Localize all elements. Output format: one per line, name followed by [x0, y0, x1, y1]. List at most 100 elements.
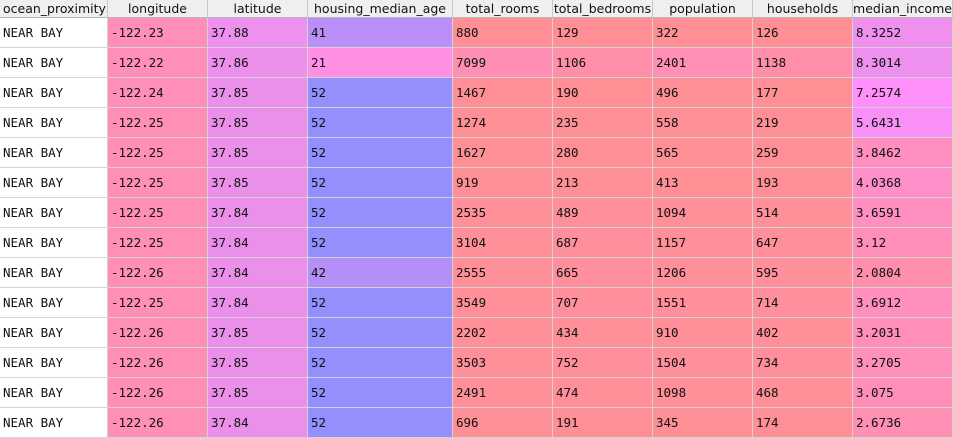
table-cell[interactable]: 514	[753, 198, 853, 228]
table-cell[interactable]: NEAR BAY	[0, 228, 108, 258]
table-cell[interactable]: 595	[753, 258, 853, 288]
table-cell[interactable]: -122.25	[108, 228, 208, 258]
table-cell[interactable]: 3.2705	[853, 348, 953, 378]
table-cell[interactable]: NEAR BAY	[0, 78, 108, 108]
table-cell[interactable]: 2.0804	[853, 258, 953, 288]
table-cell[interactable]: 1627	[453, 138, 553, 168]
table-cell[interactable]: 37.88	[208, 18, 308, 48]
column-header-longitude[interactable]: longitude	[108, 0, 208, 18]
table-cell[interactable]: 734	[753, 348, 853, 378]
table-cell[interactable]: -122.25	[108, 108, 208, 138]
table-cell[interactable]: NEAR BAY	[0, 168, 108, 198]
table-cell[interactable]: 3.6591	[853, 198, 953, 228]
table-cell[interactable]: 280	[553, 138, 653, 168]
table-cell[interactable]: 8.3252	[853, 18, 953, 48]
table-cell[interactable]: 665	[553, 258, 653, 288]
table-cell[interactable]: 37.85	[208, 318, 308, 348]
column-header-population[interactable]: population	[653, 0, 753, 18]
table-cell[interactable]: 345	[653, 408, 753, 438]
table-cell[interactable]: -122.25	[108, 168, 208, 198]
table-cell[interactable]: 752	[553, 348, 653, 378]
table-cell[interactable]: 37.84	[208, 198, 308, 228]
table-cell[interactable]: 37.84	[208, 258, 308, 288]
table-cell[interactable]: 1274	[453, 108, 553, 138]
table-cell[interactable]: 1206	[653, 258, 753, 288]
table-cell[interactable]: 2491	[453, 378, 553, 408]
table-cell[interactable]: 2401	[653, 48, 753, 78]
table-cell[interactable]: 3.6912	[853, 288, 953, 318]
table-cell[interactable]: 259	[753, 138, 853, 168]
table-cell[interactable]: 37.84	[208, 288, 308, 318]
table-cell[interactable]: -122.25	[108, 198, 208, 228]
table-cell[interactable]: NEAR BAY	[0, 348, 108, 378]
table-cell[interactable]: 52	[308, 408, 453, 438]
table-cell[interactable]: -122.24	[108, 78, 208, 108]
table-cell[interactable]: 52	[308, 228, 453, 258]
table-cell[interactable]: NEAR BAY	[0, 108, 108, 138]
table-cell[interactable]: NEAR BAY	[0, 198, 108, 228]
table-cell[interactable]: 52	[308, 318, 453, 348]
table-cell[interactable]: 2202	[453, 318, 553, 348]
table-cell[interactable]: 190	[553, 78, 653, 108]
table-cell[interactable]: NEAR BAY	[0, 408, 108, 438]
table-cell[interactable]: 474	[553, 378, 653, 408]
table-cell[interactable]: 707	[553, 288, 653, 318]
table-cell[interactable]: -122.26	[108, 348, 208, 378]
table-cell[interactable]: 1157	[653, 228, 753, 258]
table-cell[interactable]: 496	[653, 78, 753, 108]
table-cell[interactable]: 3.8462	[853, 138, 953, 168]
table-cell[interactable]: 3.2031	[853, 318, 953, 348]
table-cell[interactable]: 41	[308, 18, 453, 48]
table-cell[interactable]: 3104	[453, 228, 553, 258]
table-cell[interactable]: 37.85	[208, 168, 308, 198]
table-cell[interactable]: 37.85	[208, 348, 308, 378]
table-cell[interactable]: 52	[308, 288, 453, 318]
table-cell[interactable]: 5.6431	[853, 108, 953, 138]
table-cell[interactable]: 37.84	[208, 408, 308, 438]
table-cell[interactable]: 3.075	[853, 378, 953, 408]
table-cell[interactable]: 4.0368	[853, 168, 953, 198]
table-cell[interactable]: 52	[308, 78, 453, 108]
table-cell[interactable]: 129	[553, 18, 653, 48]
table-cell[interactable]: 193	[753, 168, 853, 198]
table-cell[interactable]: 37.85	[208, 138, 308, 168]
column-header-latitude[interactable]: latitude	[208, 0, 308, 18]
table-cell[interactable]: 647	[753, 228, 853, 258]
table-cell[interactable]: -122.26	[108, 258, 208, 288]
table-cell[interactable]: -122.23	[108, 18, 208, 48]
table-cell[interactable]: 468	[753, 378, 853, 408]
table-cell[interactable]: 52	[308, 198, 453, 228]
table-cell[interactable]: 880	[453, 18, 553, 48]
table-cell[interactable]: 1106	[553, 48, 653, 78]
table-cell[interactable]: 37.86	[208, 48, 308, 78]
column-header-housing-median-age[interactable]: housing_median_age	[308, 0, 453, 18]
table-cell[interactable]: -122.26	[108, 318, 208, 348]
table-cell[interactable]: 213	[553, 168, 653, 198]
table-cell[interactable]: 687	[553, 228, 653, 258]
table-cell[interactable]: 126	[753, 18, 853, 48]
table-cell[interactable]: 42	[308, 258, 453, 288]
column-header-total-rooms[interactable]: total_rooms	[453, 0, 553, 18]
table-cell[interactable]: 565	[653, 138, 753, 168]
table-cell[interactable]: 2535	[453, 198, 553, 228]
table-cell[interactable]: 174	[753, 408, 853, 438]
table-cell[interactable]: 3503	[453, 348, 553, 378]
table-cell[interactable]: NEAR BAY	[0, 378, 108, 408]
table-cell[interactable]: 413	[653, 168, 753, 198]
table-cell[interactable]: NEAR BAY	[0, 318, 108, 348]
table-cell[interactable]: 1551	[653, 288, 753, 318]
table-cell[interactable]: 558	[653, 108, 753, 138]
table-cell[interactable]: 52	[308, 348, 453, 378]
table-cell[interactable]: 7099	[453, 48, 553, 78]
table-cell[interactable]: 322	[653, 18, 753, 48]
table-cell[interactable]: 235	[553, 108, 653, 138]
table-cell[interactable]: 1467	[453, 78, 553, 108]
table-cell[interactable]: -122.26	[108, 378, 208, 408]
table-cell[interactable]: 52	[308, 108, 453, 138]
table-cell[interactable]: 434	[553, 318, 653, 348]
table-cell[interactable]: 37.85	[208, 108, 308, 138]
table-cell[interactable]: NEAR BAY	[0, 18, 108, 48]
table-cell[interactable]: 37.84	[208, 228, 308, 258]
column-header-households[interactable]: households	[753, 0, 853, 18]
table-cell[interactable]: -122.22	[108, 48, 208, 78]
